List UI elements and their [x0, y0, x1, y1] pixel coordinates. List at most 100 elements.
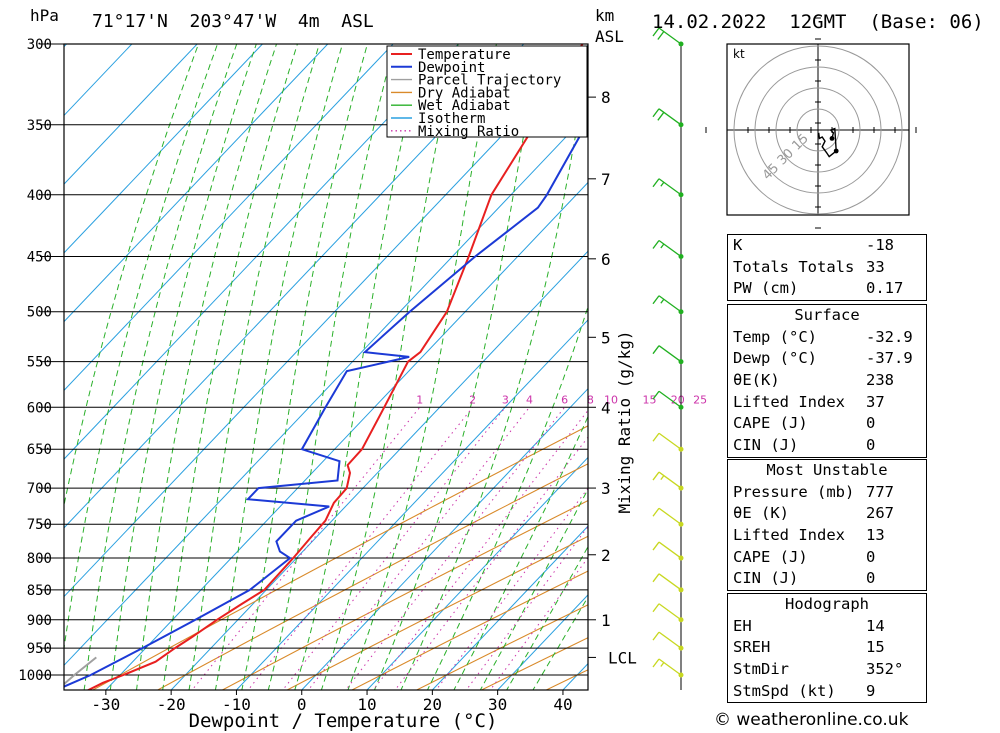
table-row: Totals Totals 33: [728, 257, 926, 279]
table-row: CAPE (J) 0: [728, 547, 926, 569]
wind-barb-feather: [652, 573, 660, 583]
wind-barb-feather: [652, 108, 660, 118]
most-unstable-table: Most Unstable Pressure (mb) 777 θE (K) 267 Li…: [727, 459, 927, 592]
dry-adiabat-line: [222, 500, 588, 690]
wind-level-dot: [678, 672, 684, 678]
temperature-profile-line: [86, 44, 584, 690]
x-tick-label: 0: [297, 695, 307, 714]
mixing-ratio-label: 10: [604, 393, 618, 406]
isotherm-line: [64, 44, 198, 185]
wind-barb-feather: [652, 658, 660, 668]
wind-barb-staff: [658, 345, 682, 363]
wind-level-dot: [678, 485, 684, 491]
x-axis-label: Dewpoint / Temperature (°C): [189, 710, 498, 732]
wind-level-dot: [678, 404, 684, 410]
mixing-ratio-labels: 1 2 3 4 6 8 10 15 20 25: [416, 393, 707, 406]
wet-adiabat-line: [241, 44, 368, 690]
legend-label: Wet Adiabat: [418, 98, 511, 114]
x-tick-label: 30: [488, 695, 507, 714]
isotherm-line: [64, 44, 329, 323]
wet-adiabat-line: [479, 487, 588, 690]
pressure-tick-label: 650: [27, 442, 52, 458]
background-lines: [0, 44, 1000, 690]
wind-barb-feather: [652, 345, 660, 355]
surface-table: Surface Temp (°C) -32.9 Dewp (°C) -37.9 θE(K)…: [727, 304, 927, 458]
dry-adiabat-line: [92, 425, 588, 690]
asl-unit-label: ASL: [595, 27, 624, 46]
table-row: CIN (J) 0: [728, 435, 926, 457]
mixing-ratio-label: 3: [502, 393, 509, 406]
wet-adiabat-line: [188, 44, 320, 690]
pressure-unit-label: hPa: [30, 6, 59, 25]
wind-barb-feather: [652, 390, 660, 400]
pressure-tick-label: 750: [27, 517, 52, 533]
wind-barb-staff: [658, 573, 682, 591]
pressure-tick-label: 1000: [18, 668, 52, 684]
isotherm-line: [64, 44, 133, 117]
table-row-label: CIN (J): [733, 569, 799, 588]
wind-barb-feather: [660, 181, 665, 187]
table-row-value: 14: [866, 616, 885, 635]
wind-barb-staff: [658, 631, 682, 649]
wet-adiabat-line: [109, 44, 257, 690]
pressure-tick-label: 800: [27, 551, 52, 567]
wind-barb-feather: [652, 240, 660, 249]
table-row: SREH 15: [728, 637, 926, 659]
wind-barb-feather: [657, 31, 665, 40]
mixing-ratio-label: 15: [642, 393, 656, 406]
pressure-tick-label: 550: [27, 355, 52, 371]
wind-barb-feather: [652, 471, 660, 481]
datetime-title: 14.02.2022 12GMT (Base: 06): [652, 11, 984, 33]
km-tick-label: 2: [601, 546, 611, 565]
wind-barb-staff: [658, 108, 682, 126]
wind-level-dot: [678, 555, 684, 561]
table-row: θE(K) 238: [728, 370, 926, 392]
wind-level-dot: [678, 446, 684, 452]
table-row-label: Pressure (mb): [733, 482, 855, 501]
location-title: 71°17'N 203°47'W 4m ASL: [92, 11, 374, 32]
x-tick-label: -20: [157, 695, 186, 714]
wet-adiabat-line: [453, 415, 588, 690]
isotherm-line: [366, 456, 588, 690]
pressure-tick-label: 300: [27, 37, 52, 53]
table-row: Lifted Index 13: [728, 525, 926, 547]
mixing-ratio-line: [191, 406, 421, 690]
table-row-label: EH: [733, 616, 752, 635]
table-row-value: 0.17: [866, 279, 904, 298]
mixing-ratio-line: [489, 556, 588, 690]
wind-barb-staff: [658, 658, 682, 676]
wind-level-dot: [678, 309, 684, 315]
x-tick-label: -30: [91, 695, 120, 714]
legend-label: Temperature: [418, 47, 511, 63]
mixing-ratio-line: [345, 406, 565, 690]
wet-adiabat-line: [64, 44, 218, 652]
pressure-tick-label: 700: [27, 481, 52, 497]
table-row: Pressure (mb) 777: [728, 482, 926, 504]
km-tick-label: 8: [601, 88, 611, 107]
wind-profile: [652, 27, 684, 690]
isotherm-line: [170, 250, 588, 690]
isotherm-line: [105, 181, 588, 690]
dry-adiabat-line: [935, 48, 1000, 690]
pressure-tick-label: 900: [27, 613, 52, 629]
isotherm-line: [64, 44, 525, 529]
mixing-ratio-axis-label: Mixing Ratio (g/kg): [615, 330, 634, 513]
hodograph-point: [833, 148, 839, 154]
indices-table: K -18 Totals Totals 33 PW (cm) 0.17: [727, 234, 927, 302]
wind-barb-feather: [660, 298, 665, 304]
km-tick-label: 4: [601, 398, 611, 417]
table-row-value: 267: [866, 504, 894, 523]
wind-barb-staff: [658, 295, 682, 313]
dry-adiabat-line: [351, 570, 588, 690]
pressure-tick-label: 850: [27, 583, 52, 599]
isotherm-line: [431, 525, 588, 690]
wet-adiabat-line: [64, 44, 199, 508]
isotherm-line: [0, 44, 1, 690]
table-row-value: 15: [866, 638, 885, 657]
isotherm-line: [64, 44, 394, 392]
table-row: CAPE (J) 0: [728, 413, 926, 435]
temperature-dewpoint-profiles: [64, 44, 588, 690]
pressure-tick-label: 450: [27, 250, 52, 266]
wind-level-dot: [678, 192, 684, 198]
